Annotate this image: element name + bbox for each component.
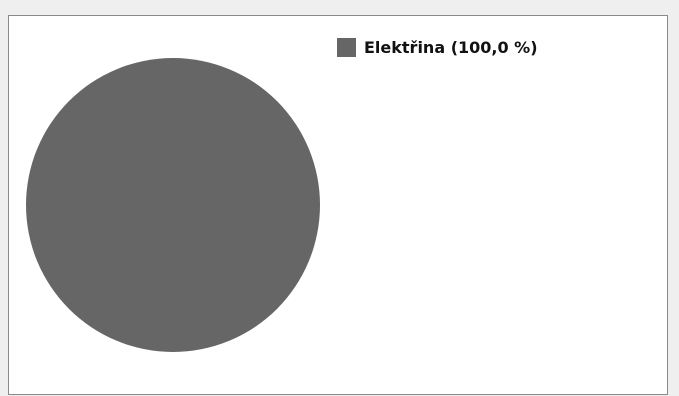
chart-frame: Elektřina (100,0 %) xyxy=(8,15,668,395)
legend-label-elektrina: Elektřina (100,0 %) xyxy=(364,38,538,57)
pie-slices xyxy=(26,58,320,352)
legend-swatch-elektrina xyxy=(337,38,356,57)
pie-chart xyxy=(26,58,320,352)
chart-legend: Elektřina (100,0 %) xyxy=(337,38,538,57)
pie-slice-elekt-ina xyxy=(26,58,320,352)
